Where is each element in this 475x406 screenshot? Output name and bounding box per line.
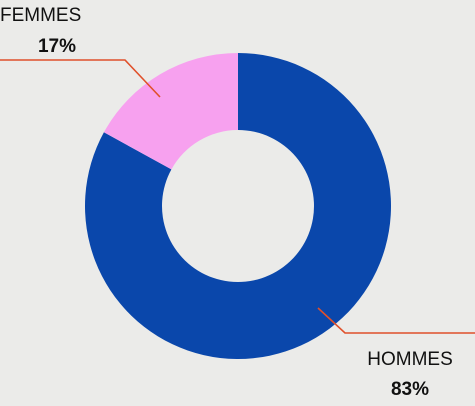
category-label: FEMMES	[0, 5, 81, 26]
value-label: 83%	[391, 379, 429, 400]
leader-line	[0, 59, 161, 98]
leader-line	[317, 307, 475, 334]
category-label: HOMMES	[367, 349, 453, 370]
donut-slice	[103, 53, 238, 170]
value-label: 17%	[38, 36, 76, 57]
donut-slice	[84, 53, 391, 359]
